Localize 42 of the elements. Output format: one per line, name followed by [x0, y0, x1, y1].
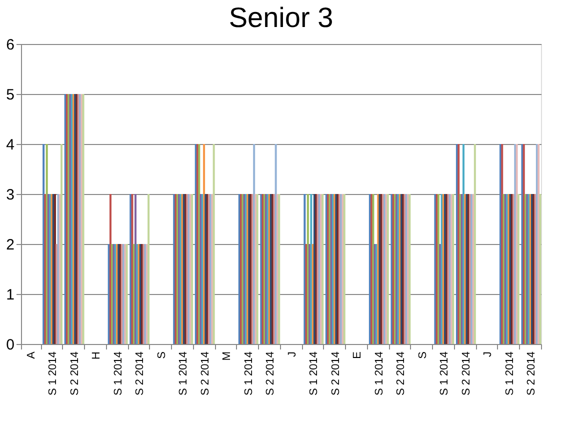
y-tick-label: 6: [6, 36, 14, 54]
x-tick-label: S 2 2014: [199, 352, 212, 396]
x-tick-label: S 2 2014: [330, 352, 342, 396]
x-tick-label: S 2 2014: [264, 352, 277, 396]
y-tick-label: 5: [6, 86, 14, 104]
bar: [44, 194, 46, 344]
y-tick-label: 3: [6, 186, 14, 204]
x-tick-label: S 1 2014: [373, 352, 386, 396]
x-tick-label: S 1 2014: [308, 352, 320, 396]
bar: [304, 194, 306, 344]
chart-title: Senior 3: [228, 2, 334, 33]
bar: [517, 194, 520, 344]
x-tick-label: S: [416, 352, 429, 359]
bar: [148, 194, 150, 344]
x-tick-label: S 1 2014: [112, 352, 124, 396]
y-tick-label: 0: [6, 336, 14, 354]
y-tick-label: 2: [6, 236, 14, 254]
x-tick-label: S 1 2014: [178, 352, 190, 396]
x-tick-label: S 1 2014: [242, 352, 255, 396]
x-tick-label: S 2 2014: [526, 352, 538, 396]
bar: [539, 194, 542, 344]
x-tick-label: J: [286, 352, 298, 357]
x-tick-label: S 2 2014: [134, 352, 146, 396]
y-tick-label: 4: [6, 136, 14, 154]
x-tick-label: H: [90, 351, 103, 360]
bar: [60, 144, 63, 344]
bar: [474, 144, 476, 344]
x-tick-label: S 2 2014: [395, 352, 408, 396]
x-tick-label: S 2 2014: [68, 352, 81, 396]
x-tick-label: A: [25, 350, 38, 359]
y-tick-label: 1: [6, 286, 14, 304]
x-tick-label: M: [221, 352, 234, 361]
bar: [310, 194, 312, 344]
bar: [56, 244, 58, 344]
x-tick-label: S 1 2014: [504, 352, 516, 396]
x-tick-label: E: [352, 352, 364, 359]
x-tick-label: J: [482, 352, 494, 357]
x-tick-label: S 2 2014: [460, 352, 472, 396]
x-tick-label: S 1 2014: [47, 352, 60, 396]
x-tick-label: S: [156, 352, 168, 359]
x-tick-label: S 1 2014: [438, 352, 451, 396]
bar: [212, 144, 215, 344]
